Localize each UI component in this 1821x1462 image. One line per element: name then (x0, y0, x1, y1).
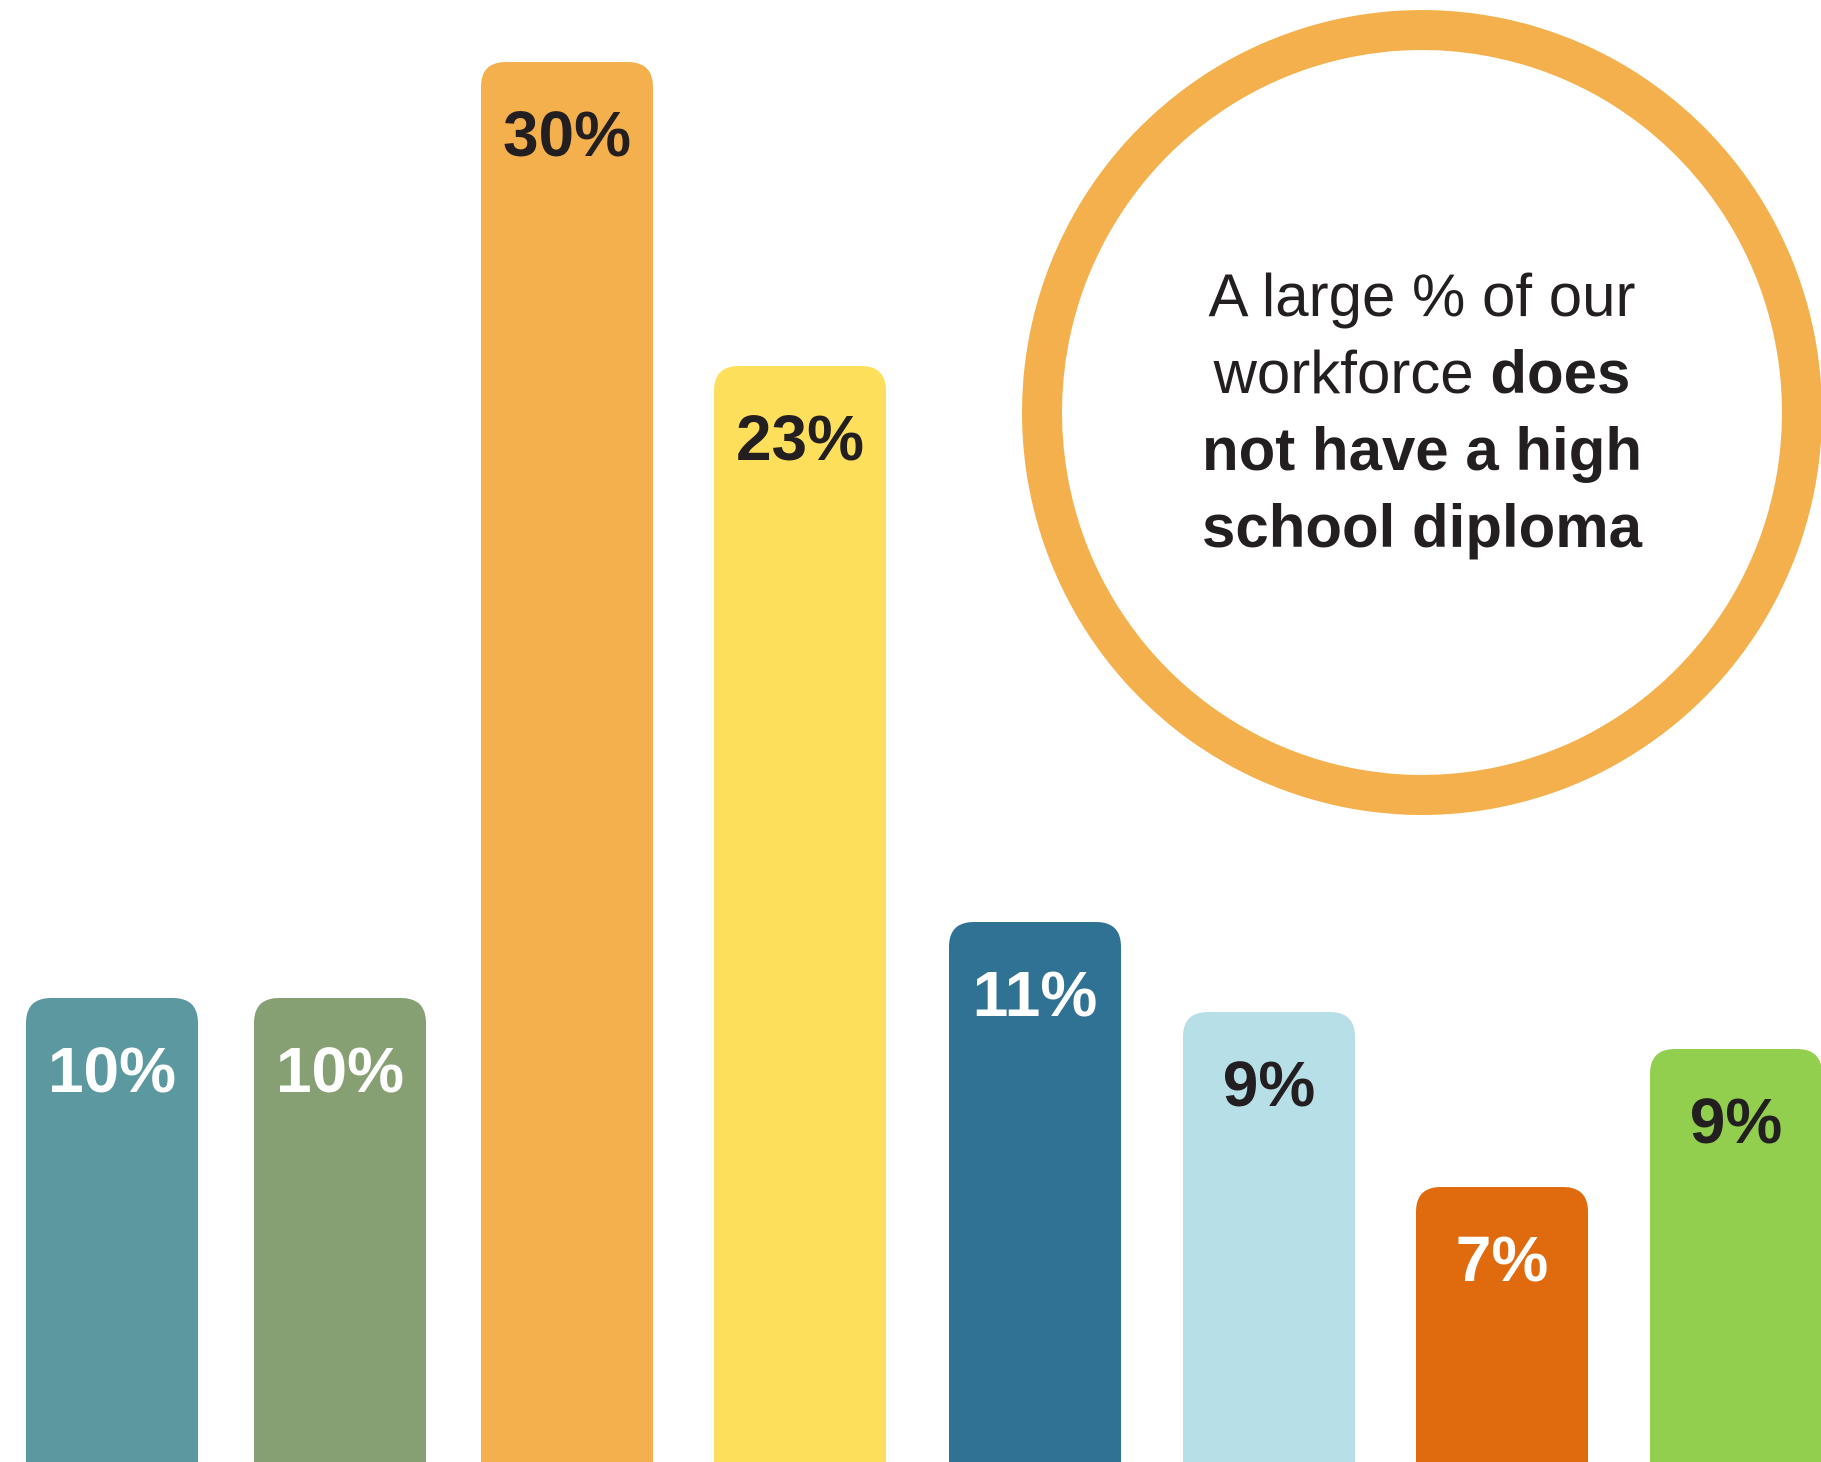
bar-3 (481, 62, 653, 1462)
bar-value-label-3: 30% (503, 98, 631, 170)
bar-value-label-8: 9% (1690, 1085, 1783, 1157)
bar-value-label-7: 7% (1456, 1223, 1549, 1295)
bar-8 (1650, 1049, 1821, 1462)
callout-text-regular: A large % of our workforce (1208, 261, 1636, 406)
bar-value-label-2: 10% (276, 1034, 404, 1106)
bar-5 (949, 922, 1121, 1462)
callout-circle: A large % of our workforce does not have… (1022, 10, 1821, 815)
bar-value-label-5: 11% (973, 958, 1098, 1030)
bar-value-label-6: 9% (1223, 1048, 1316, 1120)
bar-value-label-1: 10% (48, 1034, 176, 1106)
callout-text: A large % of our workforce does not have… (1172, 257, 1672, 565)
bar-7 (1416, 1187, 1588, 1462)
bar-4 (714, 366, 886, 1462)
bar-6 (1183, 1012, 1355, 1462)
bar-2 (254, 998, 426, 1462)
bar-1 (26, 998, 198, 1462)
bar-value-label-4: 23% (736, 402, 864, 474)
callout-text-bold: does not have a high school diploma (1201, 338, 1643, 560)
